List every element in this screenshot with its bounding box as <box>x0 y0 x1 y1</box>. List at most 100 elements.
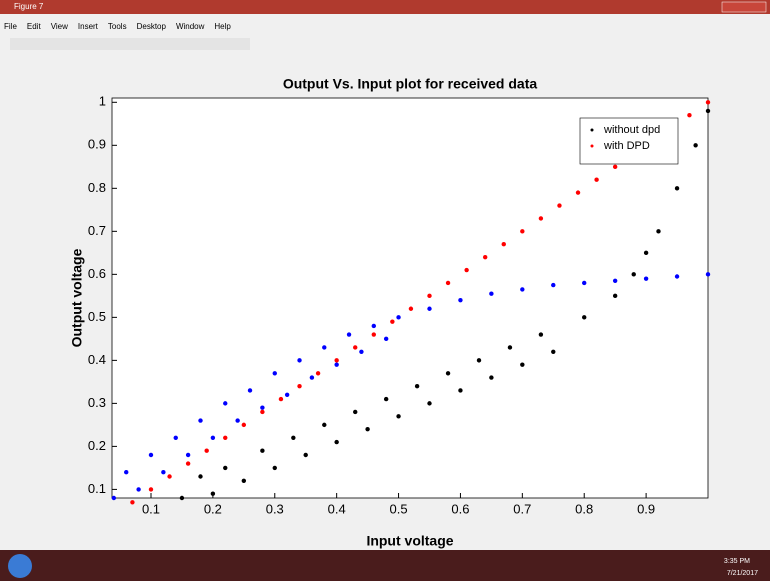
x-tick-label: 0.3 <box>266 501 284 516</box>
point <box>613 294 617 298</box>
menu-item[interactable]: View <box>51 22 68 31</box>
point <box>396 315 400 319</box>
point <box>508 345 512 349</box>
point <box>365 427 369 431</box>
point <box>582 281 586 285</box>
start-button[interactable] <box>8 554 32 578</box>
legend-marker <box>591 129 594 132</box>
point <box>211 436 215 440</box>
point <box>347 332 351 336</box>
point <box>322 423 326 427</box>
window-title: Figure 7 <box>14 2 44 11</box>
point <box>520 229 524 233</box>
point <box>427 401 431 405</box>
menu-item[interactable]: Edit <box>27 22 42 31</box>
title-bar <box>0 0 770 14</box>
point <box>198 418 202 422</box>
x-tick-label: 0.6 <box>451 501 469 516</box>
y-tick-label: 0.2 <box>88 438 106 453</box>
y-tick-label: 1 <box>99 94 106 109</box>
point <box>180 496 184 500</box>
point <box>242 423 246 427</box>
point <box>273 466 277 470</box>
y-tick-label: 0.6 <box>88 266 106 281</box>
y-tick-label: 0.1 <box>88 481 106 496</box>
point <box>502 242 506 246</box>
point <box>458 388 462 392</box>
point <box>551 350 555 354</box>
point <box>706 272 710 276</box>
clock-time: 3:35 PM <box>724 558 750 565</box>
point <box>223 466 227 470</box>
point <box>675 186 679 190</box>
point <box>693 143 697 147</box>
point <box>384 397 388 401</box>
point <box>279 397 283 401</box>
legend-label: without dpd <box>603 124 660 136</box>
point <box>167 474 171 478</box>
window-controls[interactable] <box>722 2 766 12</box>
point <box>149 453 153 457</box>
y-axis-label: Output voltage <box>69 248 85 347</box>
chart-title: Output Vs. Input plot for received data <box>283 76 538 92</box>
menu-item[interactable]: Tools <box>108 22 127 31</box>
point <box>427 307 431 311</box>
point <box>186 453 190 457</box>
x-tick-label: 0.4 <box>328 501 346 516</box>
point <box>632 272 636 276</box>
toolbar-strip <box>10 38 250 50</box>
point <box>359 350 363 354</box>
point <box>446 281 450 285</box>
point <box>149 487 153 491</box>
point <box>334 362 338 366</box>
menu-item[interactable]: Window <box>176 22 205 31</box>
menu-item[interactable]: Help <box>214 22 231 31</box>
point <box>390 319 394 323</box>
point <box>656 229 660 233</box>
point <box>539 216 543 220</box>
x-tick-label: 0.8 <box>575 501 593 516</box>
point <box>372 324 376 328</box>
point <box>223 436 227 440</box>
y-tick-label: 0.9 <box>88 137 106 152</box>
taskbar <box>0 550 770 581</box>
point <box>291 436 295 440</box>
x-tick-label: 0.5 <box>390 501 408 516</box>
y-tick-label: 0.5 <box>88 309 106 324</box>
point <box>458 298 462 302</box>
point <box>396 414 400 418</box>
y-tick-label: 0.3 <box>88 395 106 410</box>
point <box>613 165 617 169</box>
point <box>334 358 338 362</box>
point <box>285 393 289 397</box>
point <box>242 479 246 483</box>
point <box>477 358 481 362</box>
point <box>211 491 215 495</box>
point <box>489 375 493 379</box>
point <box>576 190 580 194</box>
x-tick-label: 0.2 <box>204 501 222 516</box>
point <box>384 337 388 341</box>
y-tick-label: 0.4 <box>88 352 106 367</box>
menu-item[interactable]: Desktop <box>137 22 167 31</box>
point <box>464 268 468 272</box>
point <box>644 251 648 255</box>
point <box>427 294 431 298</box>
point <box>297 358 301 362</box>
menu-item[interactable]: Insert <box>78 22 99 31</box>
point <box>613 279 617 283</box>
point <box>483 255 487 259</box>
x-tick-label: 0.1 <box>142 501 160 516</box>
point <box>304 453 308 457</box>
point <box>520 362 524 366</box>
legend-label: with DPD <box>603 140 650 152</box>
point <box>334 440 338 444</box>
point <box>136 487 140 491</box>
point <box>310 375 314 379</box>
point <box>446 371 450 375</box>
point <box>415 384 419 388</box>
menu-item[interactable]: File <box>4 22 17 31</box>
point <box>520 287 524 291</box>
x-axis-label: Input voltage <box>366 533 453 549</box>
point <box>687 113 691 117</box>
